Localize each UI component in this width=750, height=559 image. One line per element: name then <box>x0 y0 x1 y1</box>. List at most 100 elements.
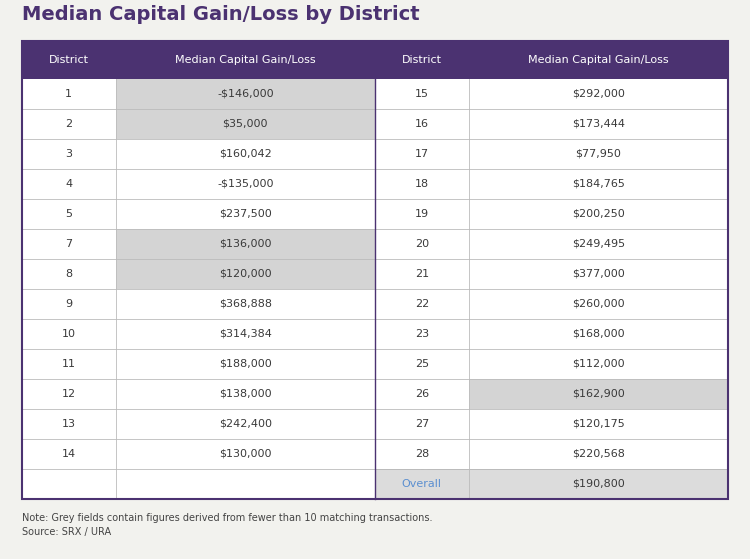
Text: $184,765: $184,765 <box>572 179 625 189</box>
FancyBboxPatch shape <box>375 349 469 379</box>
FancyBboxPatch shape <box>116 169 375 199</box>
FancyBboxPatch shape <box>22 199 116 229</box>
Text: $249,495: $249,495 <box>572 239 625 249</box>
Text: $112,000: $112,000 <box>572 359 625 369</box>
Text: 20: 20 <box>415 239 429 249</box>
Text: -$146,000: -$146,000 <box>217 89 274 99</box>
Text: $138,000: $138,000 <box>219 389 272 399</box>
FancyBboxPatch shape <box>375 289 469 319</box>
Text: Median Capital Gain/Loss: Median Capital Gain/Loss <box>175 55 316 65</box>
FancyBboxPatch shape <box>469 169 728 199</box>
Text: 4: 4 <box>65 179 72 189</box>
Text: Note: Grey fields contain figures derived from fewer than 10 matching transactio: Note: Grey fields contain figures derive… <box>22 513 433 523</box>
FancyBboxPatch shape <box>116 289 375 319</box>
Text: 13: 13 <box>62 419 76 429</box>
FancyBboxPatch shape <box>22 109 116 139</box>
Text: $237,500: $237,500 <box>219 209 272 219</box>
Text: $368,888: $368,888 <box>219 299 272 309</box>
FancyBboxPatch shape <box>22 41 116 79</box>
Text: $292,000: $292,000 <box>572 89 625 99</box>
FancyBboxPatch shape <box>375 439 469 469</box>
FancyBboxPatch shape <box>22 169 116 199</box>
Text: 8: 8 <box>65 269 72 279</box>
Text: $120,000: $120,000 <box>219 269 272 279</box>
Text: 5: 5 <box>65 209 72 219</box>
Text: District: District <box>49 55 88 65</box>
FancyBboxPatch shape <box>375 469 469 499</box>
FancyBboxPatch shape <box>469 469 728 499</box>
Text: 27: 27 <box>415 419 429 429</box>
FancyBboxPatch shape <box>116 469 375 499</box>
FancyBboxPatch shape <box>375 409 469 439</box>
FancyBboxPatch shape <box>375 319 469 349</box>
Text: 2: 2 <box>65 119 72 129</box>
FancyBboxPatch shape <box>375 229 469 259</box>
Text: 3: 3 <box>65 149 72 159</box>
FancyBboxPatch shape <box>469 199 728 229</box>
Text: 18: 18 <box>415 179 429 189</box>
FancyBboxPatch shape <box>469 319 728 349</box>
FancyBboxPatch shape <box>22 79 116 109</box>
Text: $200,250: $200,250 <box>572 209 625 219</box>
Text: $220,568: $220,568 <box>572 449 625 459</box>
Text: Overall: Overall <box>402 479 442 489</box>
Text: 11: 11 <box>62 359 76 369</box>
Text: 22: 22 <box>415 299 429 309</box>
FancyBboxPatch shape <box>375 139 469 169</box>
Text: Source: SRX / URA: Source: SRX / URA <box>22 527 111 537</box>
FancyBboxPatch shape <box>116 319 375 349</box>
Text: 7: 7 <box>65 239 72 249</box>
FancyBboxPatch shape <box>375 379 469 409</box>
Text: Median Capital Gain/Loss by District: Median Capital Gain/Loss by District <box>22 5 420 24</box>
FancyBboxPatch shape <box>22 349 116 379</box>
FancyBboxPatch shape <box>469 139 728 169</box>
Text: $314,384: $314,384 <box>219 329 272 339</box>
Text: Median Capital Gain/Loss: Median Capital Gain/Loss <box>528 55 668 65</box>
FancyBboxPatch shape <box>469 109 728 139</box>
Text: $77,950: $77,950 <box>575 149 621 159</box>
FancyBboxPatch shape <box>116 229 375 259</box>
FancyBboxPatch shape <box>469 229 728 259</box>
FancyBboxPatch shape <box>469 439 728 469</box>
Text: $242,400: $242,400 <box>219 419 272 429</box>
FancyBboxPatch shape <box>116 139 375 169</box>
Text: $120,175: $120,175 <box>572 419 625 429</box>
FancyBboxPatch shape <box>22 319 116 349</box>
Text: $190,800: $190,800 <box>572 479 625 489</box>
Text: 10: 10 <box>62 329 76 339</box>
FancyBboxPatch shape <box>116 79 375 109</box>
Text: 9: 9 <box>65 299 72 309</box>
Text: 17: 17 <box>415 149 429 159</box>
Text: 25: 25 <box>415 359 429 369</box>
Text: 15: 15 <box>415 89 429 99</box>
FancyBboxPatch shape <box>116 409 375 439</box>
FancyBboxPatch shape <box>375 109 469 139</box>
FancyBboxPatch shape <box>116 439 375 469</box>
FancyBboxPatch shape <box>469 289 728 319</box>
Text: 21: 21 <box>415 269 429 279</box>
Text: $162,900: $162,900 <box>572 389 625 399</box>
FancyBboxPatch shape <box>22 259 116 289</box>
FancyBboxPatch shape <box>116 109 375 139</box>
Text: $377,000: $377,000 <box>572 269 625 279</box>
FancyBboxPatch shape <box>22 229 116 259</box>
FancyBboxPatch shape <box>22 409 116 439</box>
FancyBboxPatch shape <box>469 349 728 379</box>
FancyBboxPatch shape <box>22 379 116 409</box>
FancyBboxPatch shape <box>469 259 728 289</box>
FancyBboxPatch shape <box>375 259 469 289</box>
Text: $35,000: $35,000 <box>223 119 268 129</box>
FancyBboxPatch shape <box>375 169 469 199</box>
FancyBboxPatch shape <box>116 349 375 379</box>
Text: $168,000: $168,000 <box>572 329 625 339</box>
Text: $130,000: $130,000 <box>219 449 272 459</box>
FancyBboxPatch shape <box>469 41 728 79</box>
FancyBboxPatch shape <box>22 439 116 469</box>
Text: 1: 1 <box>65 89 72 99</box>
FancyBboxPatch shape <box>469 409 728 439</box>
Text: $188,000: $188,000 <box>219 359 272 369</box>
FancyBboxPatch shape <box>469 79 728 109</box>
FancyBboxPatch shape <box>116 259 375 289</box>
Text: 16: 16 <box>415 119 429 129</box>
Text: $260,000: $260,000 <box>572 299 625 309</box>
